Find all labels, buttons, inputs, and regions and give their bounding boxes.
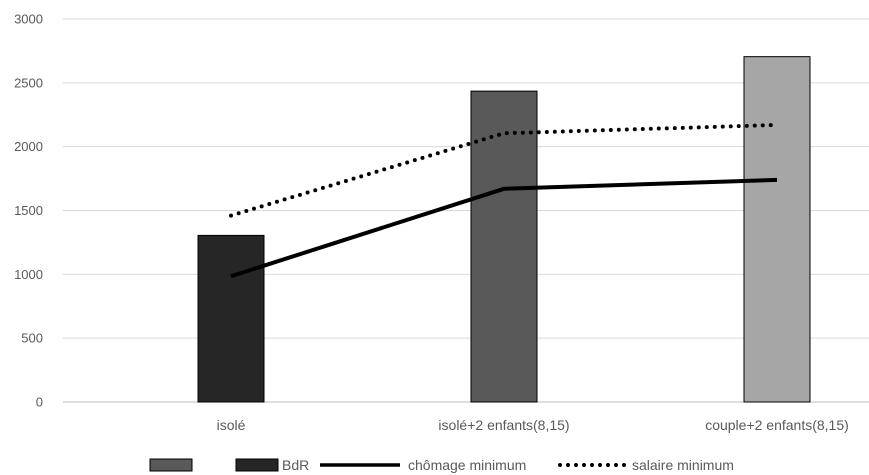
legend-label: chômage minimum — [408, 457, 526, 473]
x-category-label: couple+2 enfants(8,15) — [705, 417, 849, 433]
y-axis-tick-labels: 0 500 1000 1500 2000 2500 3000 — [14, 12, 43, 410]
y-tick-label: 1500 — [14, 203, 43, 218]
bar-3 — [743, 56, 811, 403]
bars — [197, 56, 811, 403]
y-tick-label: 2500 — [14, 75, 43, 90]
gridlines — [63, 18, 869, 403]
y-tick-label: 1000 — [14, 267, 43, 282]
legend-item-3: chômage minimum — [320, 457, 526, 473]
x-axis-category-labels: isolé isolé+2 enfants(8,15) couple+2 enfan… — [217, 417, 849, 433]
legend-swatch — [149, 458, 193, 472]
bar-2 — [470, 90, 538, 403]
series-line-1 — [230, 177, 778, 279]
legend: BdR chômage minimum salaire minimum — [149, 457, 734, 473]
bar-1 — [197, 234, 265, 403]
legend-label: BdR — [282, 457, 309, 473]
y-tick-label: 500 — [21, 331, 43, 346]
legend-label: salaire minimum — [632, 457, 734, 473]
legend-item-1 — [149, 458, 193, 472]
legend-item-2: BdR — [235, 457, 309, 473]
x-category-label: isolé+2 enfants(8,15) — [438, 417, 569, 433]
y-tick-label: 2000 — [14, 139, 43, 154]
x-category-label: isolé — [217, 417, 246, 433]
y-tick-label: 0 — [36, 395, 43, 410]
legend-swatch — [235, 458, 279, 472]
legend-item-4: salaire minimum — [558, 457, 734, 473]
y-tick-label: 3000 — [14, 12, 43, 27]
series-line-2 — [229, 122, 779, 218]
series-lines — [229, 122, 779, 279]
